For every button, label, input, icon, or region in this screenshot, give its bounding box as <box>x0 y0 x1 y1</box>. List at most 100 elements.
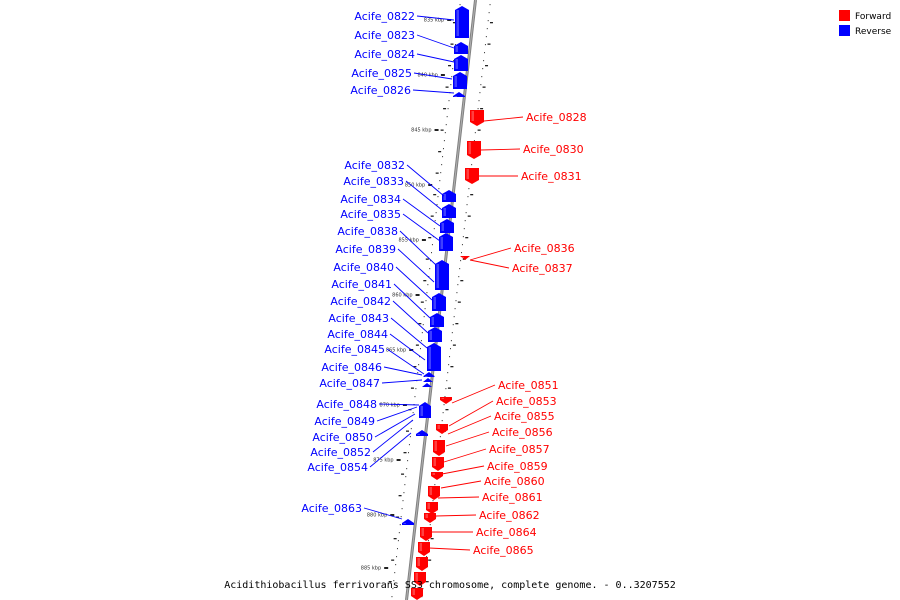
leader-line <box>395 266 433 301</box>
gene-highlight <box>403 523 406 524</box>
leader-line <box>435 514 477 517</box>
gene-block <box>454 42 468 54</box>
leader-line <box>389 333 426 361</box>
gene-highlight <box>461 257 464 258</box>
gene-highlight <box>433 458 436 466</box>
legend-swatch-forward <box>839 10 850 21</box>
reverse-gene-label: Acife_0839 <box>335 243 396 256</box>
leader-line <box>437 496 480 499</box>
gene-highlight <box>434 441 437 451</box>
leader-line <box>480 148 521 151</box>
forward-gene-label: Acife_0860 <box>484 475 545 488</box>
gene-highlight <box>455 46 458 52</box>
gene-highlight <box>417 558 420 566</box>
gene-highlight <box>420 406 423 416</box>
tick-label: 865 kbp <box>386 348 406 354</box>
leader-line <box>447 415 492 435</box>
reverse-gene-label: Acife_0846 <box>321 361 382 374</box>
gene-highlight <box>429 487 432 495</box>
gene-block <box>454 55 468 71</box>
reverse-gene-label: Acife_0835 <box>340 208 401 221</box>
leader-line <box>374 413 416 438</box>
tick-label: 885 kbp <box>361 566 381 572</box>
gene-block <box>453 72 467 89</box>
leader-line <box>372 419 414 453</box>
tick-label: 835 kbp <box>424 18 444 24</box>
gene-highlight <box>428 347 431 369</box>
gene-highlight <box>424 382 427 383</box>
legend-label-forward: Forward <box>855 12 891 22</box>
forward-gene-label: Acife_0861 <box>482 491 543 504</box>
gene-block <box>419 402 431 418</box>
leader-line <box>443 448 487 463</box>
gene-block <box>422 383 432 387</box>
reverse-gene-label: Acife_0822 <box>354 10 415 23</box>
gene-block <box>411 588 423 600</box>
reverse-gene-label: Acife_0824 <box>354 48 415 61</box>
gene-block <box>432 457 444 471</box>
leader-line <box>378 403 420 406</box>
reverse-gene-label: Acife_0832 <box>344 159 405 172</box>
gene-block <box>428 486 440 500</box>
gene-block <box>426 502 438 514</box>
gene-block <box>424 513 436 523</box>
leader-line <box>413 72 453 80</box>
gene-block <box>433 440 445 456</box>
gene-highlight <box>421 528 424 536</box>
leader-line <box>383 366 423 376</box>
genome-caption: Acidithiobacillus ferrivorans SS3 chromo… <box>224 580 676 591</box>
reverse-gene-label: Acife_0844 <box>327 328 388 341</box>
gene-highlight <box>443 208 446 216</box>
gene-block <box>453 92 465 97</box>
gene-block <box>416 557 428 571</box>
gene-highlight <box>454 76 457 87</box>
gene-block <box>455 6 469 38</box>
gene-highlight <box>471 111 474 121</box>
tick-label: 855 kbp <box>399 238 419 244</box>
leader-line <box>399 230 437 266</box>
gene-block <box>423 378 433 382</box>
gene-highlight <box>455 59 458 69</box>
gene-block <box>432 293 446 311</box>
leader-line <box>402 198 441 227</box>
leader-line <box>440 480 482 489</box>
reverse-gene-label: Acife_0838 <box>337 225 398 238</box>
forward-gene-label: Acife_0830 <box>523 143 584 156</box>
gene-highlight <box>417 434 420 435</box>
leader-line <box>405 180 443 211</box>
reverse-gene-label: Acife_0847 <box>319 377 380 390</box>
gene-highlight <box>423 387 426 388</box>
gene-block <box>442 204 456 218</box>
legend-label-reverse: Reverse <box>855 27 892 37</box>
gene-highlight <box>443 194 446 200</box>
gene-highlight <box>468 142 471 154</box>
gene-block <box>436 424 448 434</box>
gene-highlight <box>440 237 443 249</box>
gene-highlight <box>425 514 428 518</box>
forward-gene-label: Acife_0859 <box>487 460 548 473</box>
forward-gene-label: Acife_0855 <box>494 410 555 423</box>
reverse-gene-label: Acife_0852 <box>310 446 371 459</box>
reverse-gene-label: Acife_0825 <box>351 67 412 80</box>
leader-line <box>483 116 524 122</box>
gene-block <box>428 327 442 342</box>
forward-gene-label: Acife_0862 <box>479 509 540 522</box>
forward-gene-label: Acife_0856 <box>492 426 553 439</box>
gene-highlight <box>432 473 435 475</box>
forward-gene-label: Acife_0864 <box>476 526 537 539</box>
gene-block <box>460 256 470 260</box>
leader-line <box>451 384 496 404</box>
leader-line <box>386 348 425 375</box>
legend: Forward Reverse <box>839 10 892 37</box>
label-layer: Acife_0822 Acife_0823 Acife_0824 Acife_0825… <box>301 10 586 557</box>
gene-highlight <box>425 376 428 377</box>
leader-line <box>469 259 510 269</box>
leader-line <box>445 431 490 447</box>
leader-line <box>363 507 403 520</box>
gene-block <box>414 572 426 586</box>
tick-label: 845 kbp <box>411 128 431 134</box>
gene-highlight <box>437 425 440 429</box>
leader-line <box>412 89 455 94</box>
forward-gene-label: Acife_0831 <box>521 170 582 183</box>
gene-highlight <box>431 317 434 325</box>
